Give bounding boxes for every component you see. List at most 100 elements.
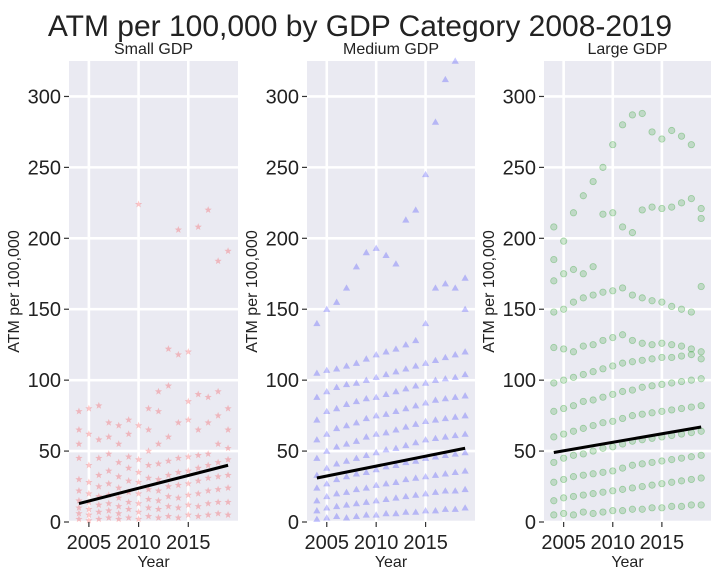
data-point xyxy=(164,382,173,389)
data-point xyxy=(599,444,607,452)
data-point xyxy=(204,511,212,518)
data-point xyxy=(194,223,202,231)
data-point xyxy=(421,436,430,443)
data-point xyxy=(687,501,695,509)
data-point xyxy=(75,509,83,517)
data-point xyxy=(550,511,558,519)
data-point xyxy=(382,251,390,259)
data-point xyxy=(569,298,578,306)
data-point xyxy=(75,426,83,433)
data-point xyxy=(697,348,705,356)
data-point xyxy=(372,373,380,381)
data-point xyxy=(441,394,449,402)
data-point xyxy=(333,475,341,483)
data-point xyxy=(184,397,192,405)
data-point xyxy=(125,477,133,484)
y-tick-label: 150 xyxy=(503,299,536,321)
data-point xyxy=(392,345,400,352)
data-point xyxy=(550,433,558,441)
data-point xyxy=(204,461,212,469)
data-point xyxy=(618,414,627,423)
data-point xyxy=(638,460,646,468)
data-point xyxy=(194,426,202,433)
y-tick-label: 100 xyxy=(266,370,299,392)
data-point xyxy=(451,468,459,476)
data-point xyxy=(697,375,705,383)
data-point xyxy=(125,513,133,521)
data-point xyxy=(85,489,93,497)
data-point xyxy=(618,284,627,292)
data-point xyxy=(75,486,83,494)
data-point xyxy=(174,468,182,476)
data-point xyxy=(194,477,202,484)
data-point xyxy=(85,511,93,518)
data-point xyxy=(451,373,459,381)
data-point xyxy=(638,505,646,513)
data-point xyxy=(115,421,123,429)
data-point xyxy=(382,370,390,378)
data-point xyxy=(105,499,113,507)
data-point xyxy=(392,426,400,433)
data-point xyxy=(144,426,153,433)
data-point xyxy=(95,508,103,516)
data-point xyxy=(164,512,173,520)
data-point xyxy=(352,485,361,493)
data-point xyxy=(560,494,568,502)
data-point xyxy=(579,508,587,516)
data-point xyxy=(362,355,370,362)
data-point xyxy=(560,270,568,278)
data-point xyxy=(342,400,351,407)
data-point xyxy=(184,491,192,499)
data-point xyxy=(579,294,587,302)
data-point xyxy=(412,382,420,389)
data-point xyxy=(95,471,103,479)
data-point xyxy=(638,294,646,302)
data-point xyxy=(204,486,212,494)
data-point xyxy=(609,362,617,370)
data-point xyxy=(441,487,449,494)
data-point xyxy=(569,265,578,274)
data-point xyxy=(313,319,321,327)
y-tick-label: 50 xyxy=(277,441,299,463)
data-point xyxy=(648,409,656,417)
data-point xyxy=(589,341,597,349)
data-point xyxy=(579,370,587,379)
data-point xyxy=(105,418,113,426)
data-point xyxy=(451,284,459,291)
data-point xyxy=(441,280,449,287)
data-point xyxy=(618,121,627,129)
data-point xyxy=(451,505,459,512)
data-point xyxy=(560,345,568,353)
data-point xyxy=(125,464,133,472)
data-point xyxy=(154,407,163,415)
data-point xyxy=(687,141,695,149)
data-point xyxy=(392,260,400,267)
x-tick-label: 2015 xyxy=(403,532,448,554)
data-point xyxy=(164,482,173,490)
data-point xyxy=(658,504,666,512)
data-point xyxy=(352,454,361,461)
data-point xyxy=(382,390,390,398)
data-point xyxy=(677,132,686,140)
data-point xyxy=(115,484,123,492)
data-point xyxy=(75,454,83,462)
data-point xyxy=(95,482,103,490)
data-point xyxy=(648,355,656,363)
data-point xyxy=(431,356,440,363)
data-point xyxy=(628,505,637,513)
data-point xyxy=(658,298,666,306)
data-point xyxy=(372,430,380,437)
data-point xyxy=(579,424,587,432)
data-point xyxy=(174,418,182,426)
data-point xyxy=(352,499,361,507)
data-point xyxy=(214,472,222,480)
data-point xyxy=(589,368,597,376)
data-point xyxy=(105,513,113,521)
data-point xyxy=(372,412,380,419)
data-point xyxy=(184,416,192,423)
data-point xyxy=(560,404,568,413)
data-point xyxy=(618,464,627,472)
data-point xyxy=(550,343,558,352)
data-point xyxy=(75,515,83,523)
data-point xyxy=(382,348,390,355)
